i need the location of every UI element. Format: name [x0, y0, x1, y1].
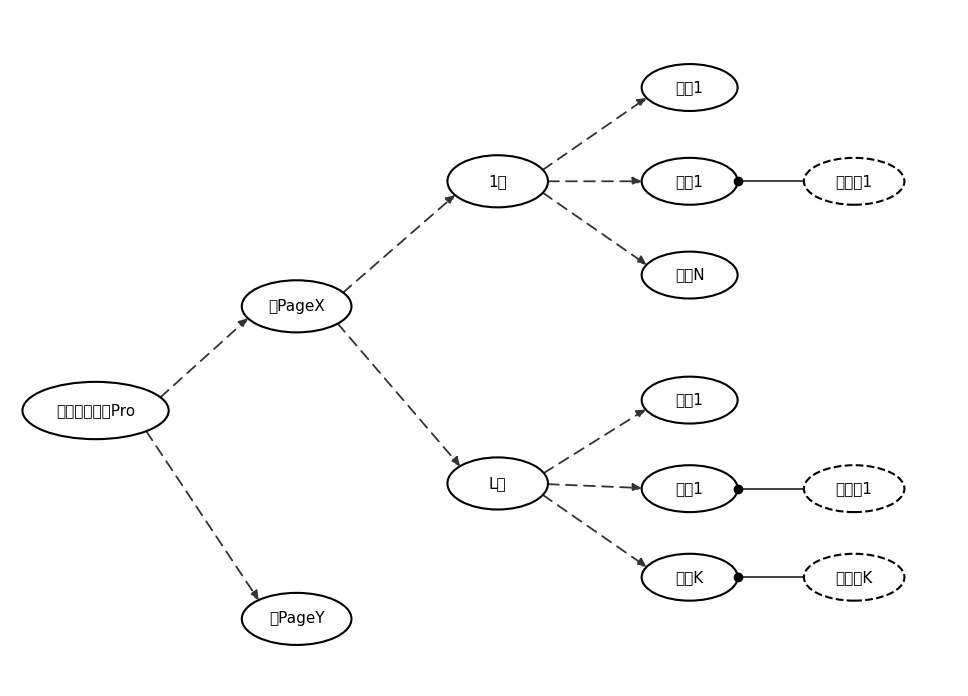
Ellipse shape — [642, 377, 738, 424]
Text: 参数1: 参数1 — [676, 174, 704, 189]
Ellipse shape — [642, 64, 738, 111]
Ellipse shape — [803, 554, 904, 601]
Text: 参数K: 参数K — [676, 570, 704, 585]
Text: 页PageX: 页PageX — [268, 299, 325, 314]
Ellipse shape — [242, 593, 351, 645]
Ellipse shape — [22, 382, 168, 439]
Text: 参数值1: 参数值1 — [835, 174, 873, 189]
Text: 描述1: 描述1 — [676, 393, 704, 408]
Ellipse shape — [642, 465, 738, 512]
Ellipse shape — [642, 554, 738, 601]
Text: 保护整定原理Pro: 保护整定原理Pro — [56, 403, 136, 418]
Ellipse shape — [803, 465, 904, 512]
Ellipse shape — [242, 280, 351, 333]
Ellipse shape — [642, 158, 738, 205]
Text: 参数值K: 参数值K — [835, 570, 873, 585]
Ellipse shape — [447, 457, 548, 509]
Text: 参数1: 参数1 — [676, 481, 704, 496]
Text: 参数值1: 参数值1 — [835, 481, 873, 496]
Text: 1行: 1行 — [488, 174, 507, 189]
Ellipse shape — [447, 155, 548, 207]
Ellipse shape — [642, 252, 738, 299]
Ellipse shape — [803, 158, 904, 205]
Text: 描述N: 描述N — [675, 267, 705, 283]
Text: L行: L行 — [489, 476, 506, 491]
Text: 描述1: 描述1 — [676, 80, 704, 95]
Text: 页PageY: 页PageY — [269, 611, 324, 626]
